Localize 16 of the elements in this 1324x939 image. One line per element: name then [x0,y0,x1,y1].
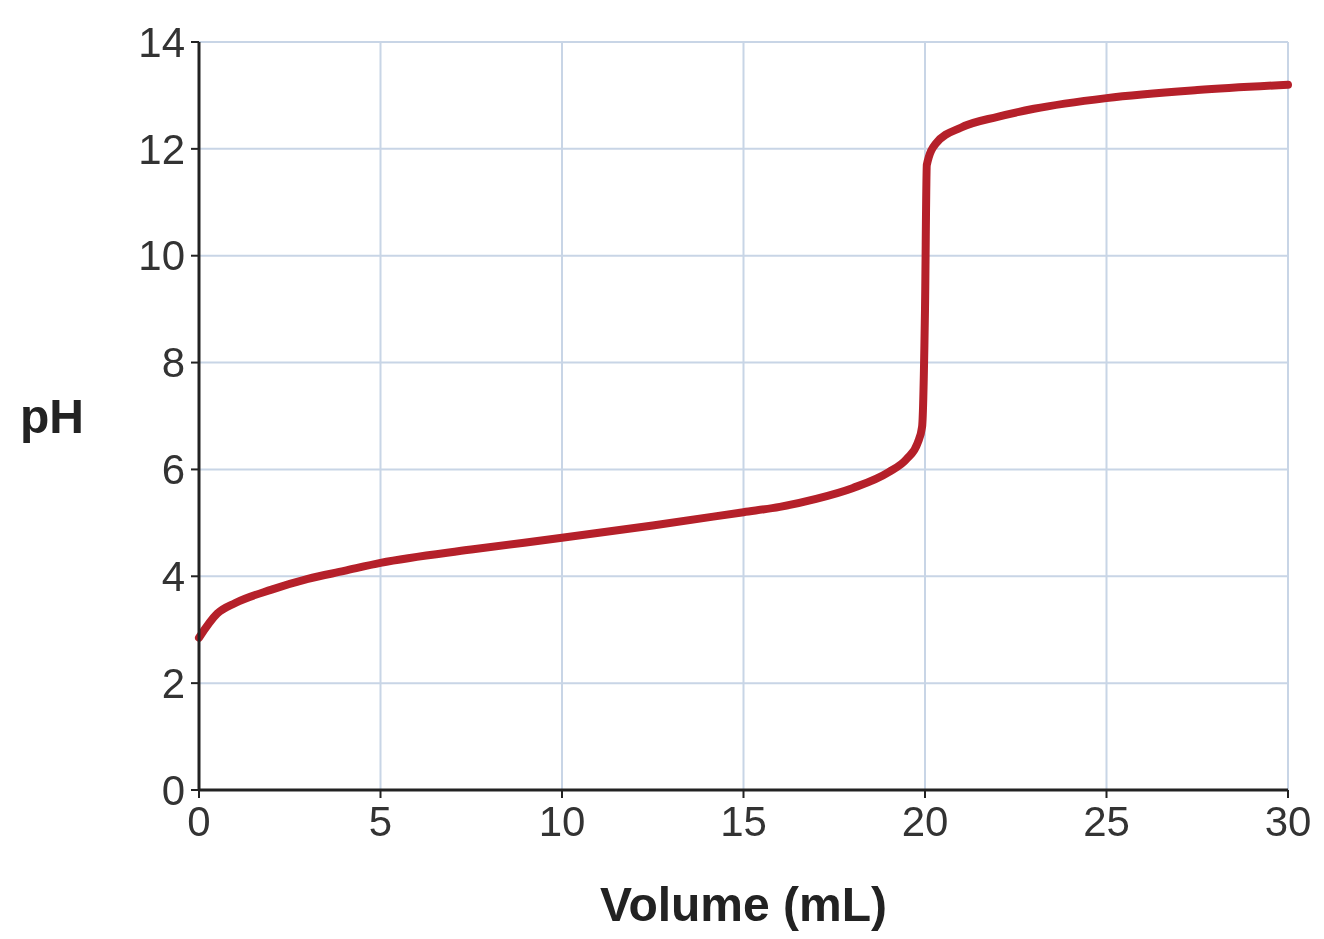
y-axis-title: pH [20,389,84,443]
y-tick-label: 4 [161,552,185,600]
y-tick-label: 12 [138,125,185,173]
y-tick-label: 8 [161,339,185,387]
y-tick-label: 14 [138,18,185,66]
y-tick-label: 2 [161,659,185,707]
y-tick-label: 0 [161,766,185,814]
x-tick-label: 15 [720,798,767,845]
y-tick-label: 10 [138,232,185,280]
x-tick-label: 10 [538,798,586,845]
y-tick-label: 6 [161,446,185,494]
x-tick-label: 20 [901,798,949,845]
x-tick-label: 5 [368,798,393,845]
x-tick-label: 25 [1083,798,1130,845]
x-tick-label: 30 [1264,798,1312,845]
x-axis-title: Volume (mL) [599,878,888,931]
